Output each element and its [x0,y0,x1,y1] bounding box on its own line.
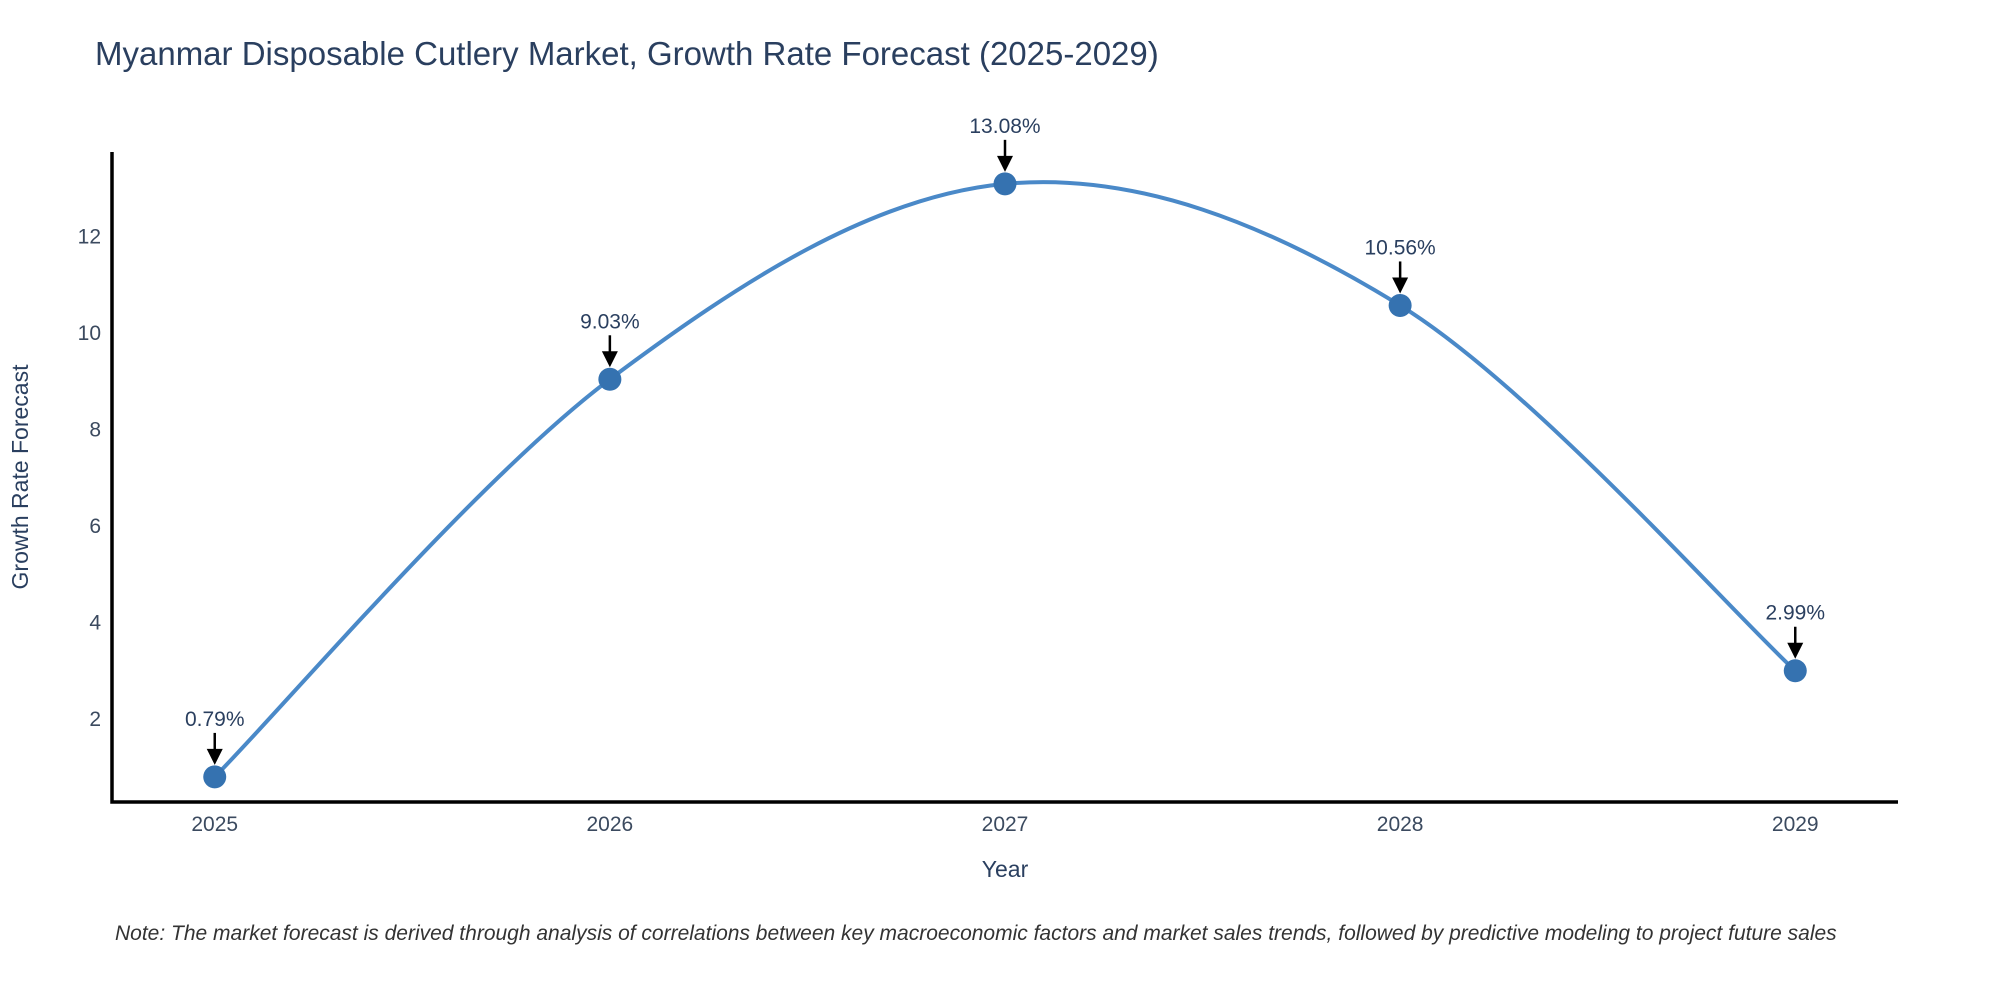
y-tick-label: 6 [89,515,101,538]
plot-area: 2 4 6 8 10 12 2025 2026 2027 2028 2029 0.79% 9.03% 13… [78,115,1898,836]
data-point-marker [203,765,227,789]
annotation-label: 10.56% [1365,236,1436,259]
annotation-label: 9.03% [580,310,640,333]
x-tick-label: 2028 [1377,813,1424,836]
annotation-label: 0.79% [185,708,245,731]
y-tick-label: 10 [78,322,101,345]
y-tick-label: 4 [89,612,101,635]
x-axis-title: Year [982,856,1029,882]
annotation-label: 2.99% [1765,602,1825,625]
trend-line [212,180,1798,779]
annotation-label: 13.08% [969,115,1040,138]
axis-spines [110,152,1898,804]
y-axis-title: Growth Rate Forecast [7,364,33,590]
footnote: Note: The market forecast is derived thr… [115,922,1837,945]
annotation-arrow-head [206,748,223,765]
x-tick-label: 2027 [982,813,1029,836]
y-tick-label: 8 [89,418,101,441]
data-point-marker [598,367,622,391]
x-tick-label: 2026 [587,813,634,836]
data-point-marker [993,172,1017,196]
annotation-arrow-head [997,155,1013,172]
annotation-arrow-head [1787,642,1804,659]
data-point-marker [1388,293,1412,317]
x-tick-label: 2025 [191,813,238,836]
data-point-marker [1783,659,1807,683]
annotation-arrow-head [1392,277,1409,294]
x-tick-label: 2029 [1772,813,1819,836]
y-tick-label: 12 [78,225,101,248]
chart-title: Myanmar Disposable Cutlery Market, Growt… [95,35,1159,72]
annotation-arrow-head [601,351,618,368]
y-tick-label: 2 [89,708,101,731]
